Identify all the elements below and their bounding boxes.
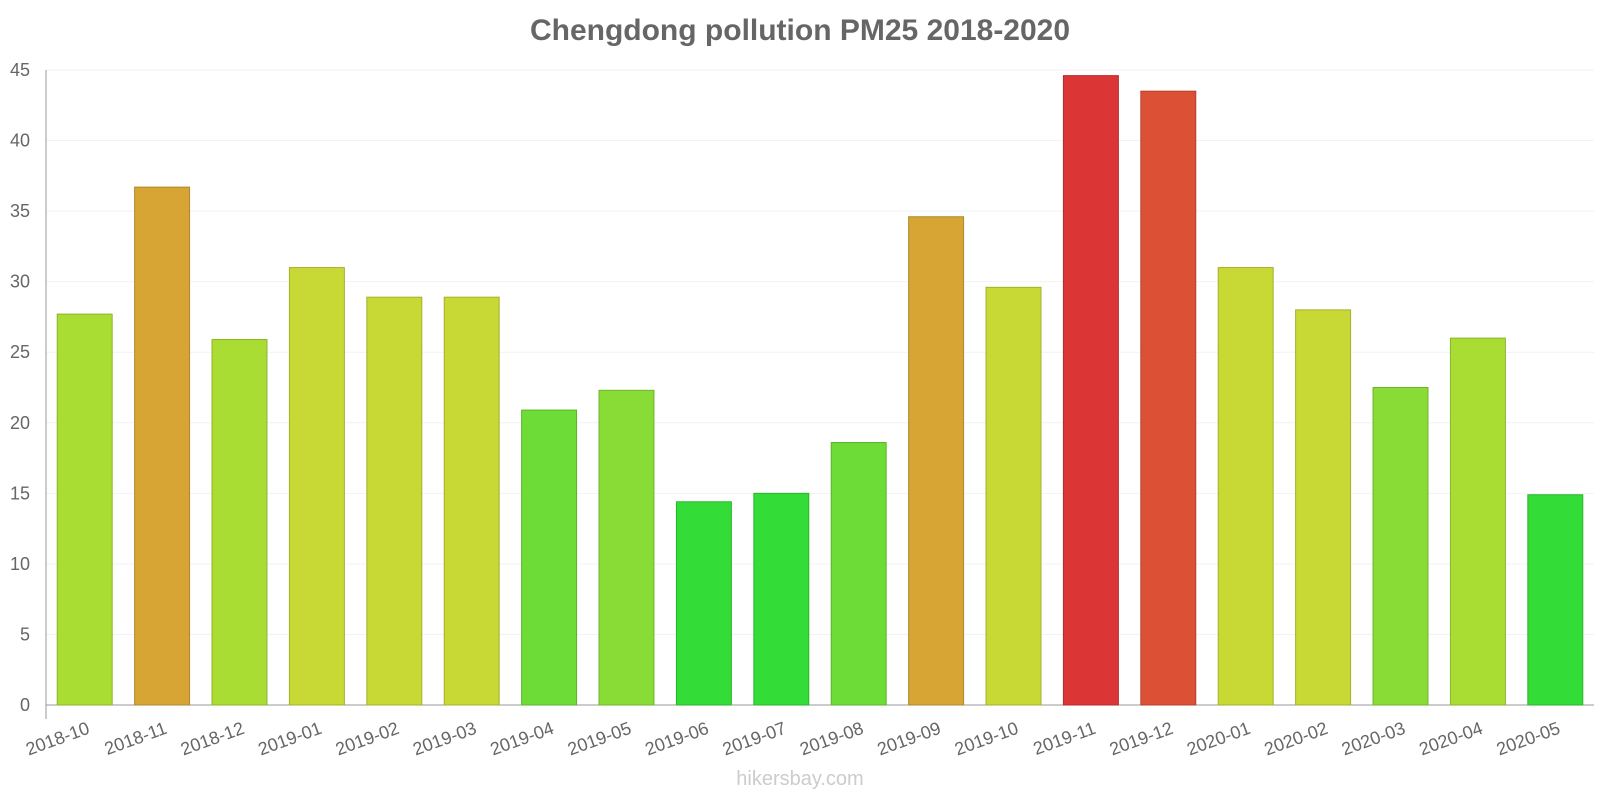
y-tick-label: 25 (10, 342, 30, 362)
x-tick-label: 2018-12 (178, 718, 247, 759)
x-tick-label: 2020-02 (1262, 718, 1331, 759)
y-tick-label: 0 (20, 695, 30, 715)
x-tick-label: 2019-06 (642, 718, 711, 759)
x-tick-label: 2019-03 (410, 718, 479, 759)
y-tick-label: 10 (10, 554, 30, 574)
bar (1140, 90, 1197, 706)
bar (1217, 267, 1274, 706)
bar (1527, 494, 1584, 706)
bar (1449, 337, 1506, 706)
bar (443, 296, 500, 706)
x-tick-label: 2020-01 (1184, 718, 1253, 759)
x-tick-label: 2019-11 (1031, 718, 1099, 759)
y-tick-label: 20 (10, 413, 30, 433)
bar (908, 216, 965, 706)
bar (985, 286, 1042, 706)
bar (521, 409, 578, 706)
x-tick-label: 2020-03 (1339, 718, 1408, 759)
x-tick-label: 2019-01 (255, 718, 324, 759)
y-tick-label: 40 (10, 131, 30, 151)
x-tick-label: 2019-05 (565, 718, 634, 759)
y-tick-label: 15 (10, 483, 30, 503)
bar (366, 296, 423, 706)
bar (56, 313, 113, 706)
bar (1062, 75, 1119, 706)
x-tick-label: 2019-08 (797, 718, 866, 759)
chart-title: Chengdong pollution PM25 2018-2020 (529, 14, 1071, 47)
bar (598, 389, 655, 706)
bar (134, 186, 191, 706)
bar (211, 339, 268, 706)
y-tick-label: 35 (10, 201, 30, 221)
x-tick-label: 2018-11 (102, 718, 170, 759)
x-tick-label: 2020-05 (1494, 718, 1563, 759)
x-tick-label: 2019-07 (720, 718, 789, 759)
x-tick-label: 2019-12 (1107, 718, 1176, 759)
y-tick-label: 30 (10, 272, 30, 292)
x-tick-label: 2018-10 (23, 718, 92, 759)
x-tick-label: 2020-04 (1416, 718, 1485, 759)
bar (753, 492, 810, 706)
y-tick-label: 45 (10, 60, 30, 80)
x-tick-label: 2019-09 (875, 718, 944, 759)
bar (675, 501, 732, 706)
bar (1372, 387, 1429, 706)
bar (1295, 309, 1352, 706)
bar (830, 442, 887, 706)
x-tick-label: 2019-02 (333, 718, 402, 759)
watermark: hikersbay.com (736, 768, 864, 790)
x-tick-label: 2019-10 (952, 718, 1021, 759)
bar (288, 267, 345, 706)
y-tick-label: 5 (20, 624, 30, 644)
x-tick-label: 2019-04 (488, 718, 557, 759)
